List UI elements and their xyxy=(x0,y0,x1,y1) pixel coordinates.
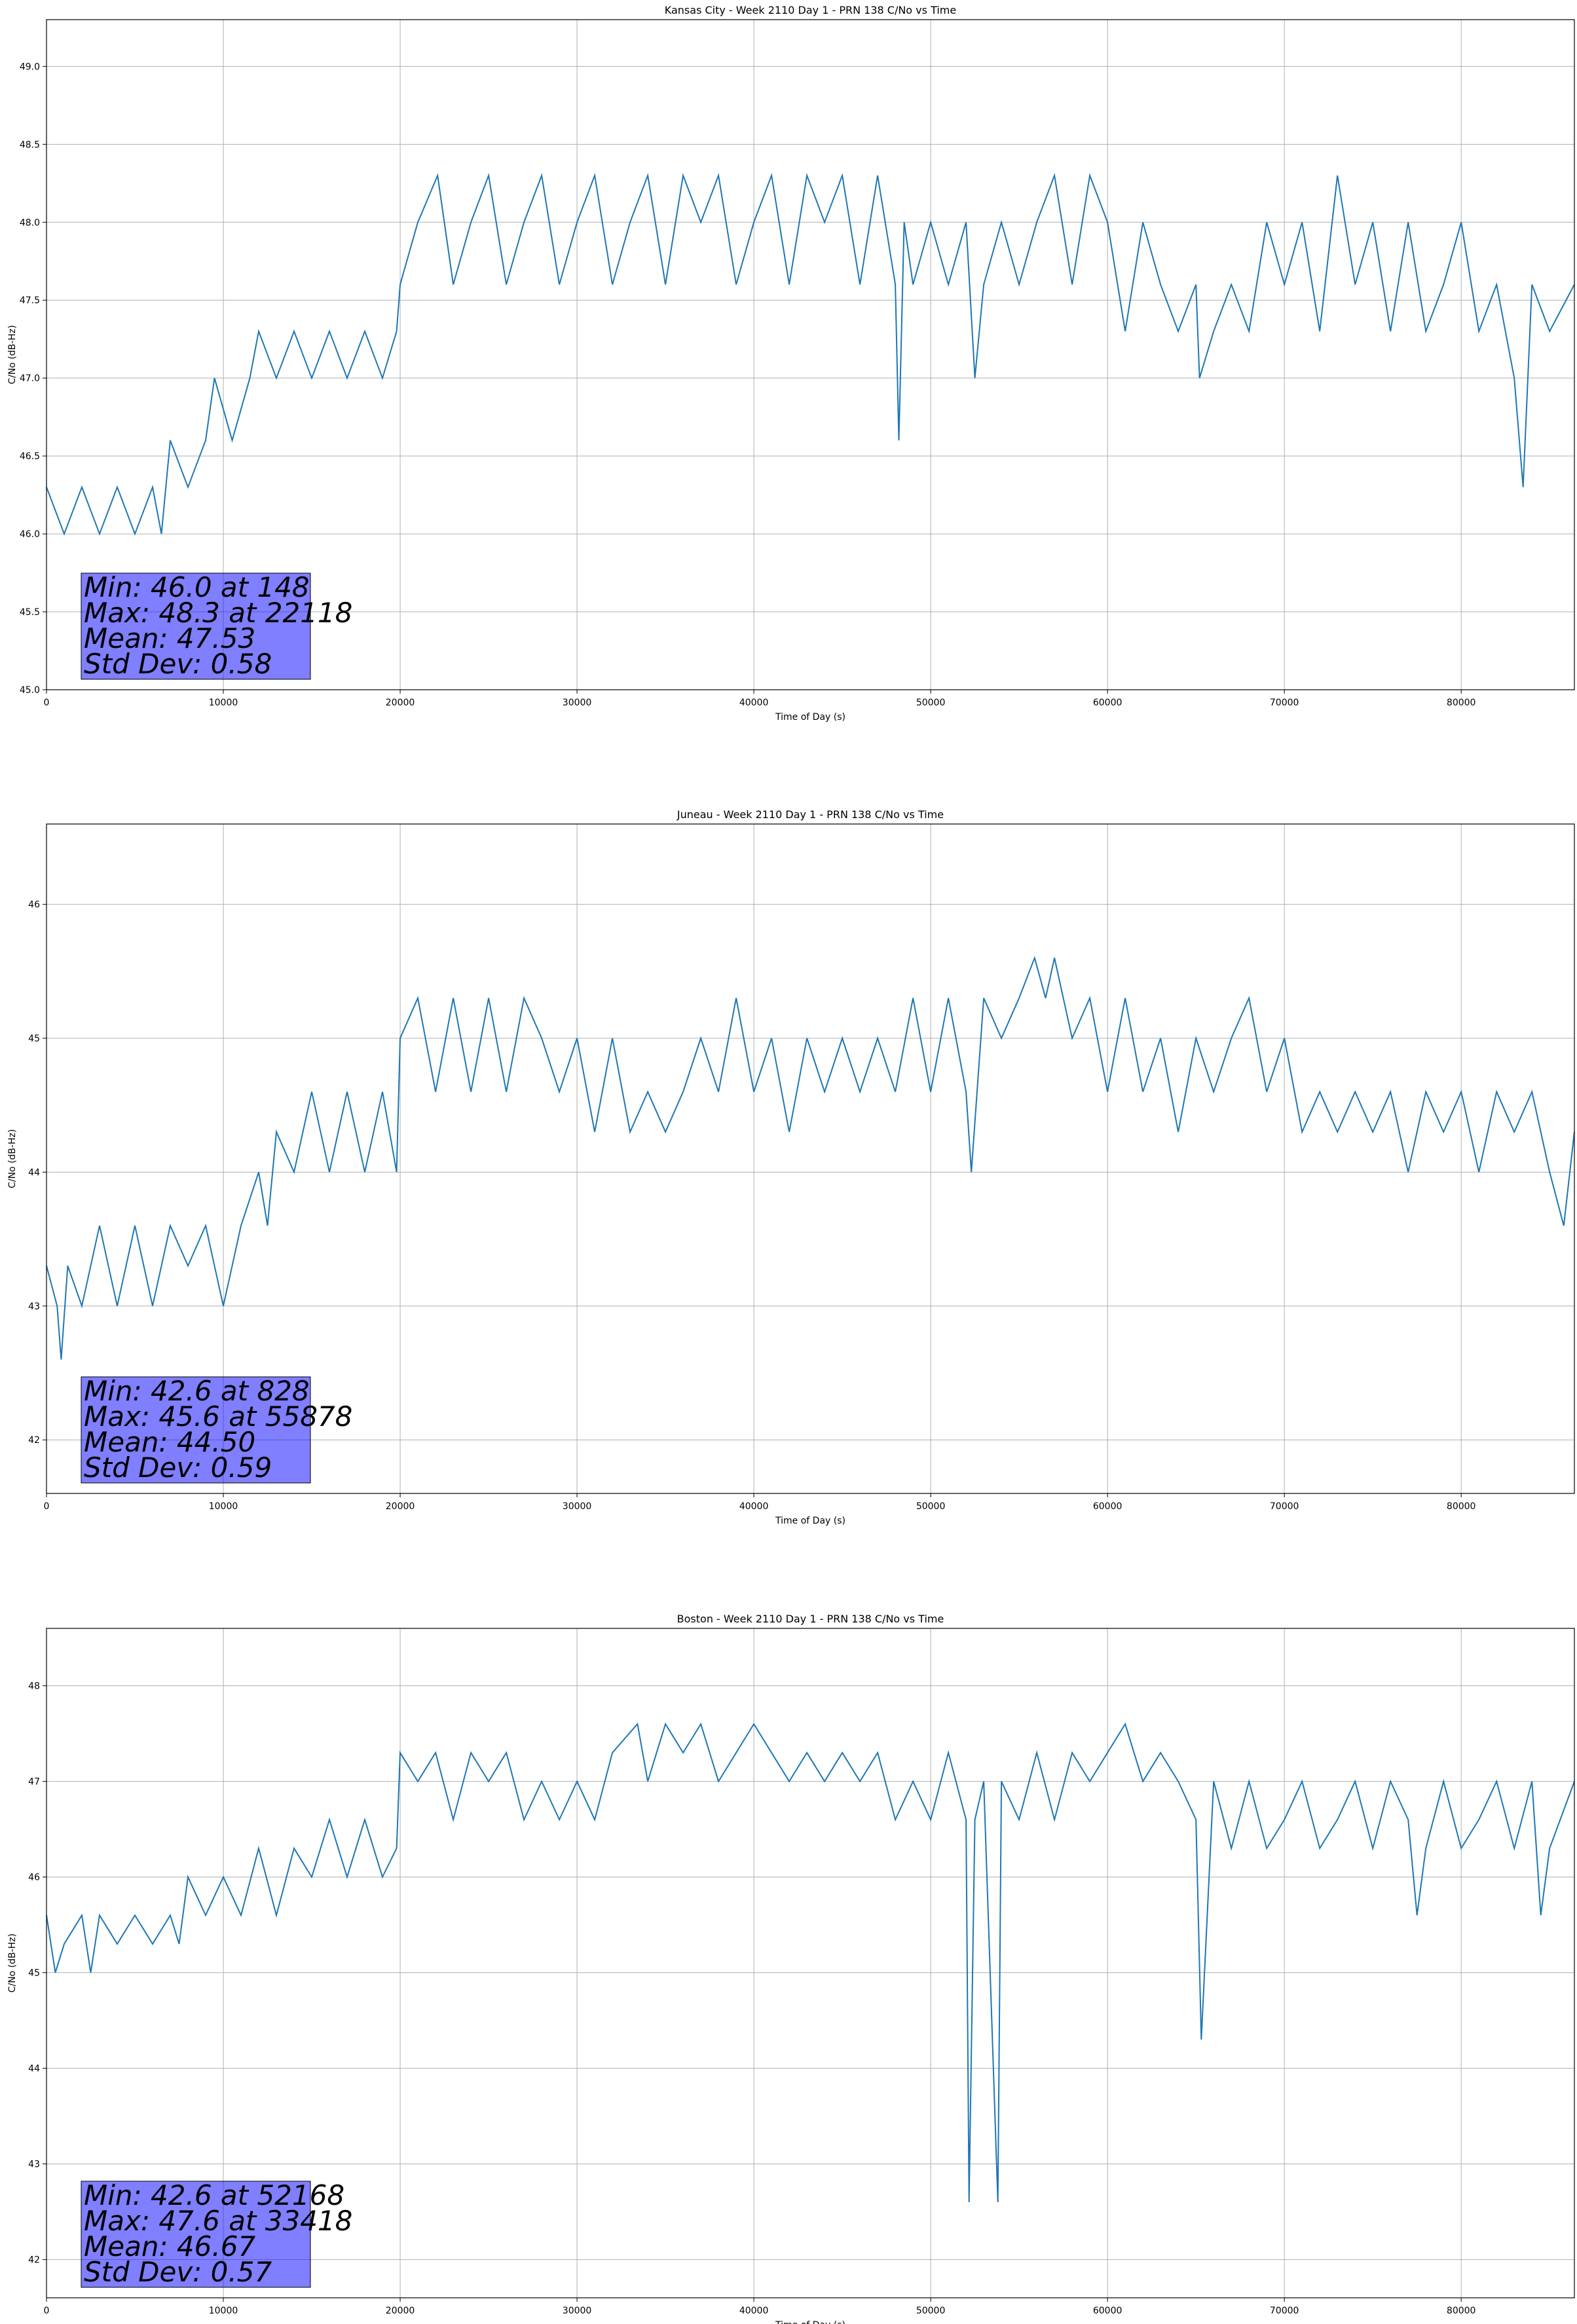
stats-line: Mean: 44.50 xyxy=(84,1426,255,1458)
x-tick-label: 0 xyxy=(44,1501,50,1512)
x-tick-label: 30000 xyxy=(563,2306,592,2316)
x-tick-label: 20000 xyxy=(386,1501,415,1512)
y-tick-label: 46.5 xyxy=(20,451,40,462)
y-tick-label: 47.5 xyxy=(20,295,40,306)
stats-line: Max: 45.6 at 55878 xyxy=(84,1400,352,1433)
y-tick-label: 42 xyxy=(28,2255,40,2266)
x-tick-label: 40000 xyxy=(739,698,769,708)
y-tick-label: 46.0 xyxy=(20,529,40,540)
x-tick-label: 10000 xyxy=(209,2306,238,2316)
chart-panel-3: 0 10000 20000 30000 40000 50000 60000 70000 8000… xyxy=(7,1613,1575,2324)
x-tick-label: 40000 xyxy=(739,1501,769,1512)
x-tick-label: 80000 xyxy=(1447,1501,1476,1512)
cno-series-line xyxy=(46,1722,1575,2203)
plot-frame xyxy=(46,823,1575,1494)
chart-title: Boston - Week 2110 Day 1 - PRN 138 C/No … xyxy=(677,1613,944,1625)
x-axis-label: Time of Day (s) xyxy=(775,2320,845,2324)
stats-box xyxy=(81,572,311,680)
x-tick-label: 70000 xyxy=(1270,2306,1299,2316)
cno-series-line xyxy=(46,173,1575,536)
x-tick-label: 60000 xyxy=(1093,698,1122,708)
x-tick-label: 60000 xyxy=(1093,1501,1122,1512)
x-tick-label: 30000 xyxy=(563,1501,592,1512)
x-tick-label: 0 xyxy=(44,2306,50,2316)
y-tick-label: 49.0 xyxy=(20,62,40,72)
y-tick-label: 44 xyxy=(28,1167,40,1178)
stats-line: Mean: 46.67 xyxy=(84,2230,255,2262)
y-tick-label: 42 xyxy=(28,1435,40,1446)
stats-line: Mean: 47.53 xyxy=(84,622,255,654)
y-tick-label: 43 xyxy=(28,2160,40,2170)
stats-line: Min: 46.0 at 148 xyxy=(84,571,310,603)
y-tick-label: 45.0 xyxy=(20,685,40,696)
stats-line: Std Dev: 0.59 xyxy=(84,1452,272,1484)
x-tick-label: 20000 xyxy=(386,698,415,708)
chart-panel-2: 0 10000 20000 30000 40000 50000 60000 70000 8000… xyxy=(7,808,1575,1526)
x-tick-label: 70000 xyxy=(1270,698,1299,708)
stats-line: Min: 42.6 at 52168 xyxy=(84,2179,344,2211)
x-tick-label: 10000 xyxy=(209,698,238,708)
y-tick-label: 45 xyxy=(28,1968,40,1979)
stats-line: Std Dev: 0.57 xyxy=(84,2256,272,2288)
x-tick-label: 50000 xyxy=(916,698,946,708)
x-tick-label: 30000 xyxy=(563,698,592,708)
chart-title: Kansas City - Week 2110 Day 1 - PRN 138 … xyxy=(665,4,956,16)
cno-series-line xyxy=(46,956,1575,1360)
chart-title: Juneau - Week 2110 Day 1 - PRN 138 C/No … xyxy=(677,808,944,821)
y-axis-label: C/No (dB-Hz) xyxy=(7,1129,18,1188)
x-tick-label: 20000 xyxy=(386,2306,415,2316)
stats-box xyxy=(81,1376,311,1484)
y-tick-label: 48.5 xyxy=(20,140,40,150)
x-tick-label: 80000 xyxy=(1447,2306,1476,2316)
chart-panel-1: 0 10000 20000 30000 40000 50000 60000 70000 8000… xyxy=(7,4,1575,722)
x-tick-label: 50000 xyxy=(916,1501,946,1512)
stats-box xyxy=(81,2181,311,2288)
x-axis-label: Time of Day (s) xyxy=(775,1516,845,1526)
x-tick-label: 50000 xyxy=(916,2306,946,2316)
y-tick-label: 46 xyxy=(28,1873,40,1883)
x-tick-label: 70000 xyxy=(1270,1501,1299,1512)
x-tick-label: 80000 xyxy=(1447,698,1476,708)
x-tick-label: 40000 xyxy=(739,2306,769,2316)
y-axis-label: C/No (dB-Hz) xyxy=(7,1934,18,1993)
plot-frame xyxy=(46,1628,1575,2298)
stats-line: Max: 47.6 at 33418 xyxy=(84,2205,352,2237)
stats-line: Std Dev: 0.58 xyxy=(84,648,272,680)
y-tick-label: 45.5 xyxy=(20,607,40,618)
y-tick-label: 44 xyxy=(28,2064,40,2074)
y-tick-label: 43 xyxy=(28,1302,40,1312)
x-tick-label: 60000 xyxy=(1093,2306,1122,2316)
x-tick-label: 10000 xyxy=(209,1501,238,1512)
y-tick-label: 47 xyxy=(28,1777,40,1788)
x-tick-label: 0 xyxy=(44,698,50,708)
y-axis-label: C/No (dB-Hz) xyxy=(7,325,18,384)
y-tick-label: 48 xyxy=(28,1681,40,1692)
y-tick-label: 47.0 xyxy=(20,373,40,384)
stats-line: Min: 42.6 at 828 xyxy=(84,1375,310,1407)
y-tick-label: 46 xyxy=(28,900,40,910)
stats-line: Max: 48.3 at 22118 xyxy=(84,597,352,629)
y-tick-label: 45 xyxy=(28,1034,40,1044)
plot-frame xyxy=(46,19,1575,690)
y-tick-label: 48.0 xyxy=(20,217,40,228)
x-axis-label: Time of Day (s) xyxy=(775,712,845,722)
